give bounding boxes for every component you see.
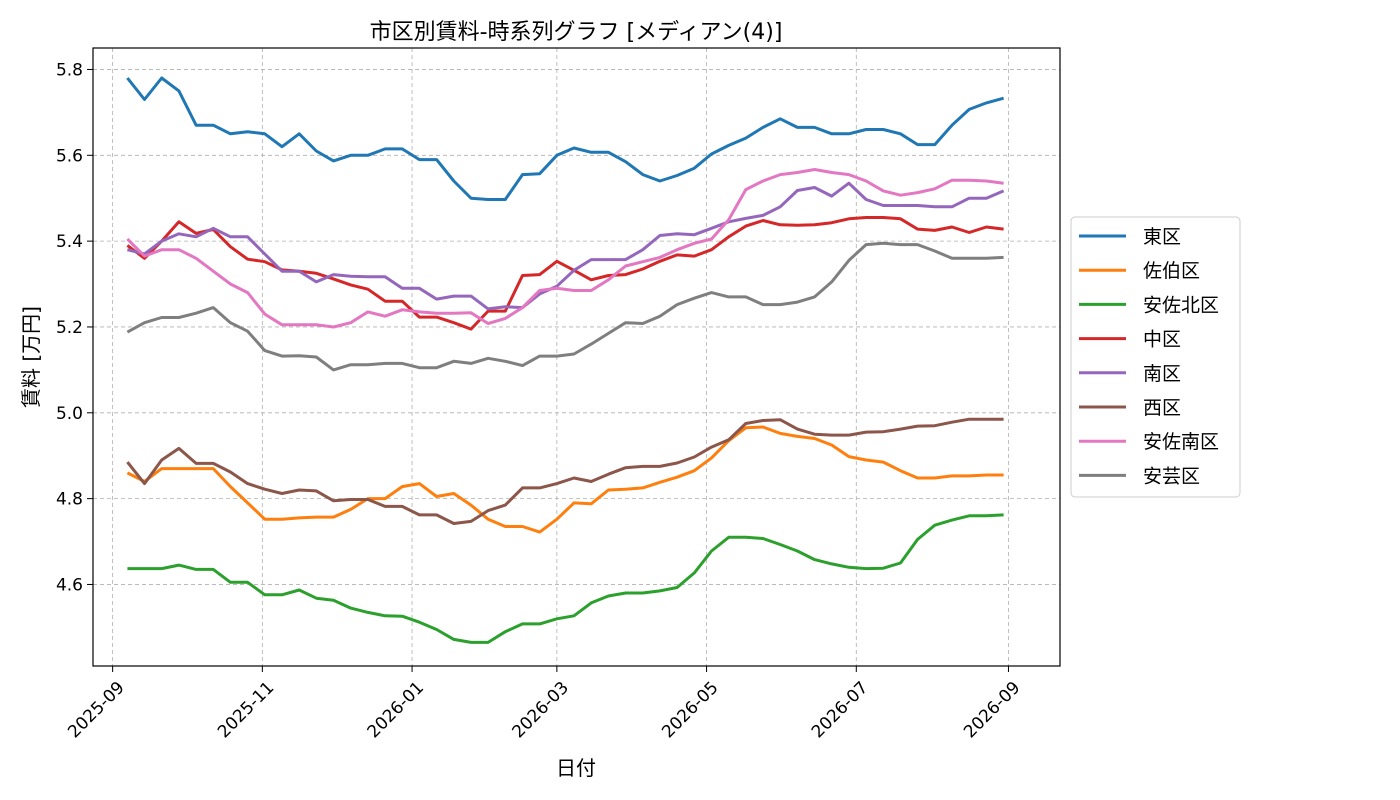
- chart-title: 市区別賃料-時系列グラフ [メディアン(4)]: [370, 20, 783, 45]
- x-axis-title: 日付: [556, 756, 596, 780]
- series-line-4: [126, 216, 1004, 331]
- y-tick-label: 5.4: [56, 232, 83, 252]
- y-tick-label: 5.6: [56, 146, 83, 166]
- y-axis-ticks: 4.6 4.8 5.0 5.2 5.4 5.6 5.8: [56, 60, 93, 595]
- y-tick-label: 5.0: [56, 404, 83, 424]
- y-tick-label: 5.2: [56, 318, 83, 338]
- series-line-1: [126, 76, 1004, 201]
- legend-label: 佐伯区: [1143, 260, 1200, 282]
- y-tick-label: 4.8: [56, 490, 83, 510]
- series-lines: [126, 76, 1005, 644]
- legend-frame: [1070, 216, 1241, 498]
- y-tick-label: 4.6: [56, 575, 83, 595]
- series-line-6: [126, 417, 1004, 525]
- series-line-2: [126, 425, 1004, 534]
- legend-label: 安佐北区: [1143, 294, 1219, 316]
- plot-area-frame: [92, 47, 1061, 667]
- legend-label: 安佐南区: [1143, 431, 1219, 453]
- legend-label: 中区: [1143, 329, 1181, 351]
- series-line-5: [127, 181, 1005, 311]
- y-axis-title: 賃料 [万円]: [19, 306, 43, 408]
- series-line-8: [126, 241, 1004, 372]
- y-tick-label: 5.8: [56, 60, 83, 80]
- series-line-7: [126, 168, 1004, 329]
- legend-label: 南区: [1143, 363, 1181, 385]
- legend-label: 東区: [1143, 226, 1181, 248]
- legend-label: 安芸区: [1143, 465, 1200, 487]
- legend-label: 西区: [1143, 397, 1181, 419]
- series-line-3: [127, 513, 1004, 644]
